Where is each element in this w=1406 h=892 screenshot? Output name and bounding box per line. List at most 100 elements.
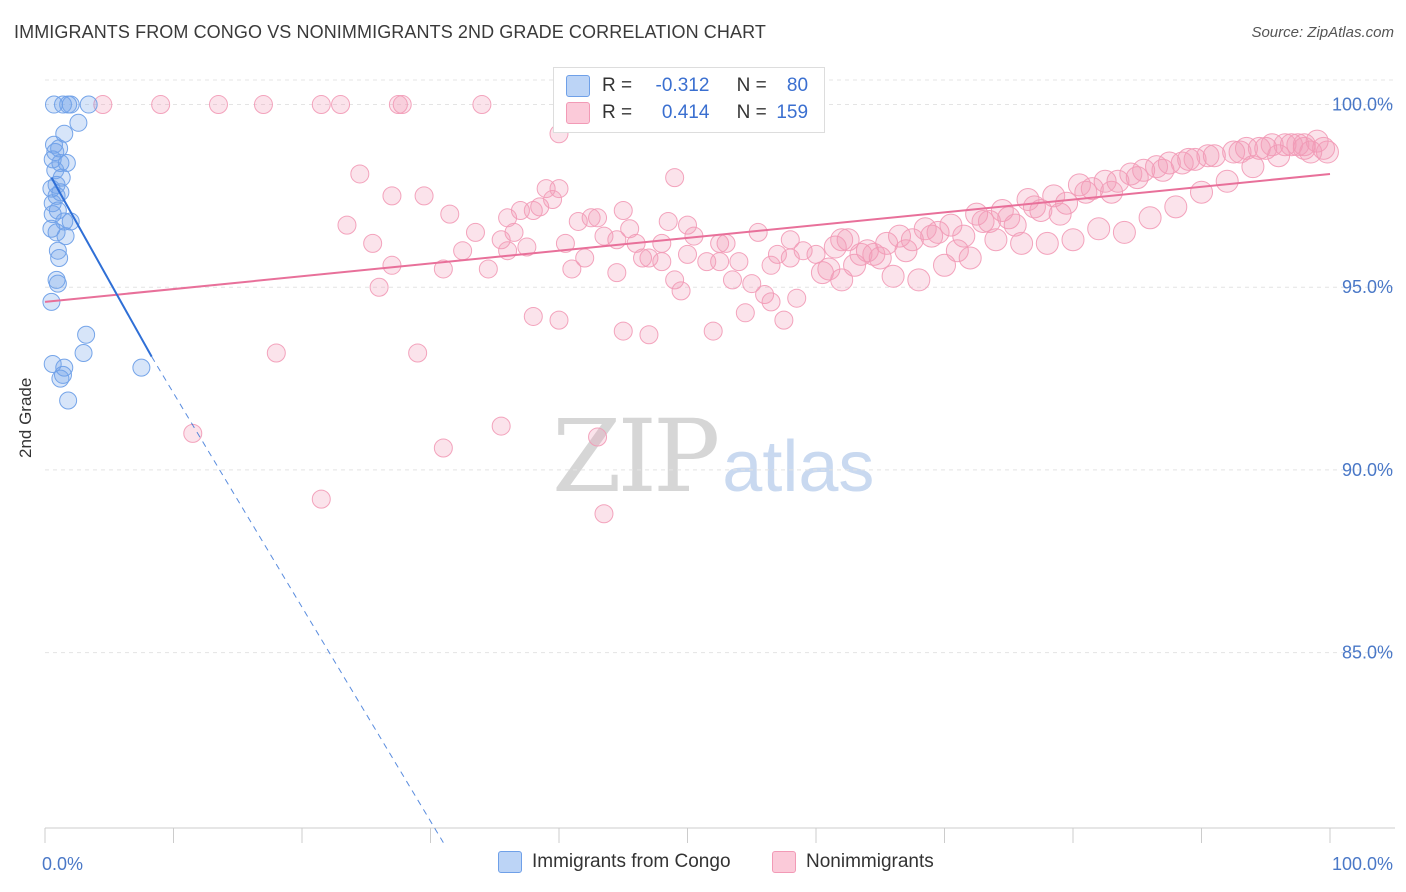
chart-title: IMMIGRANTS FROM CONGO VS NONIMMIGRANTS 2… bbox=[14, 22, 766, 42]
nonimmigrants-point bbox=[1119, 162, 1143, 186]
nonimmigrants-point bbox=[1048, 202, 1072, 226]
congo-point bbox=[50, 249, 69, 267]
nonimmigrants-point bbox=[363, 233, 383, 253]
nonimmigrants-point bbox=[761, 255, 781, 275]
legend-n-label: N = bbox=[736, 75, 767, 96]
nonimmigrants-point bbox=[1132, 158, 1156, 182]
bottom-legend-label-congo: Immigrants from Congo bbox=[532, 851, 731, 872]
bottom-legend-label-nonimmigrants: Nonimmigrants bbox=[806, 851, 934, 872]
congo-point bbox=[55, 358, 74, 377]
nonimmigrants-point bbox=[888, 224, 912, 248]
congo-point bbox=[79, 95, 98, 114]
nonimmigrants-point bbox=[1315, 140, 1339, 164]
nonimmigrants-point bbox=[523, 201, 543, 220]
bottom-legend-swatch-nonimmigrants bbox=[772, 851, 796, 873]
nonimmigrants-point bbox=[894, 239, 918, 263]
nonimmigrants-point bbox=[311, 489, 331, 509]
nonimmigrants-point bbox=[735, 303, 755, 323]
nonimmigrants-point bbox=[710, 233, 730, 253]
nonimmigrants-point bbox=[1164, 195, 1188, 219]
nonimmigrants-point bbox=[742, 274, 762, 294]
congo-point bbox=[59, 391, 78, 410]
nonimmigrants-point bbox=[588, 427, 608, 447]
nonimmigrants-point bbox=[562, 259, 582, 279]
label-layer: 100.0% 95.0% 90.0% 85.0% 0.0% 100.0% bbox=[42, 95, 1393, 874]
nonimmigrants-point bbox=[440, 204, 460, 224]
nonimmigrants-point bbox=[1093, 169, 1117, 193]
nonimmigrants-point bbox=[843, 253, 867, 277]
nonimmigrants-point bbox=[875, 231, 899, 255]
nonimmigrants-point bbox=[331, 95, 351, 115]
nonimmigrants-point bbox=[465, 222, 485, 242]
nonimmigrants-point bbox=[408, 343, 428, 363]
nonimmigrants-point bbox=[594, 504, 614, 524]
axis-layer bbox=[44, 827, 1395, 843]
nonimmigrants-point bbox=[1100, 180, 1124, 204]
legend-r-value-nonimmigrants: 0.414 bbox=[661, 102, 710, 123]
congo-trendline-extension bbox=[151, 356, 444, 843]
nonimmigrants-point bbox=[836, 228, 860, 252]
congo-point bbox=[46, 143, 65, 162]
nonimmigrants-point bbox=[774, 310, 794, 330]
nonimmigrants-point bbox=[780, 230, 800, 250]
nonimmigrants-point bbox=[478, 259, 498, 279]
nonimmigrants-point bbox=[1080, 177, 1104, 201]
congo-point bbox=[43, 205, 62, 224]
congo-trendline bbox=[50, 177, 153, 358]
nonimmigrants-point bbox=[1177, 147, 1201, 171]
congo-point bbox=[48, 201, 67, 220]
nonimmigrants-point bbox=[491, 416, 511, 436]
nonimmigrants-point bbox=[594, 226, 614, 246]
nonimmigrants-point bbox=[1145, 155, 1169, 179]
nonimmigrants-point bbox=[1312, 136, 1336, 160]
nonimmigrants-point bbox=[907, 268, 931, 292]
nonimmigrants-trendline bbox=[44, 172, 1331, 303]
nonimmigrants-point bbox=[1273, 133, 1297, 157]
nonimmigrants-point bbox=[1196, 144, 1220, 168]
nonimmigrants-point bbox=[613, 321, 633, 341]
nonimmigrants-point bbox=[678, 215, 697, 235]
congo-point bbox=[74, 344, 93, 362]
nonimmigrants-point bbox=[504, 222, 524, 242]
nonimmigrants-point bbox=[767, 244, 787, 264]
nonimmigrants-point bbox=[1157, 151, 1181, 175]
nonimmigrants-point bbox=[549, 310, 569, 330]
congo-point bbox=[44, 135, 63, 154]
nonimmigrants-point bbox=[913, 217, 937, 241]
bottom-legend-nonimmigrants: Nonimmigrants bbox=[772, 851, 934, 873]
legend-r-label: R = bbox=[602, 75, 633, 96]
nonimmigrants-point bbox=[588, 208, 608, 228]
nonimmigrants-point bbox=[1292, 136, 1316, 160]
y-tick-label: 95.0% bbox=[1342, 277, 1393, 297]
congo-point bbox=[59, 95, 78, 114]
congo-point bbox=[132, 358, 151, 377]
nonimmigrants-point bbox=[710, 252, 730, 272]
nonimmigrants-point bbox=[933, 253, 956, 277]
watermark: ZIPatlas bbox=[552, 398, 874, 515]
nonimmigrants-point bbox=[830, 228, 854, 252]
nonimmigrants-point bbox=[722, 270, 742, 290]
nonimmigrants-point bbox=[958, 246, 982, 270]
x-tick-label-max: 100.0% bbox=[1332, 854, 1393, 874]
nonimmigrants-point bbox=[926, 220, 950, 244]
legend-r-value-congo: -0.312 bbox=[655, 75, 710, 96]
nonimmigrants-point bbox=[945, 239, 969, 263]
nonimmigrants-point bbox=[581, 208, 601, 228]
congo-point bbox=[53, 95, 72, 114]
nonimmigrants-point bbox=[433, 259, 453, 279]
nonimmigrants-point bbox=[1112, 220, 1136, 244]
nonimmigrants-point bbox=[543, 190, 563, 210]
nonimmigrants-point bbox=[810, 261, 834, 285]
nonimmigrants-point bbox=[350, 164, 370, 184]
nonimmigrants-point bbox=[1241, 155, 1265, 179]
nonimmigrants-point bbox=[997, 206, 1021, 230]
nonimmigrants-point bbox=[575, 248, 595, 268]
nonimmigrants-point bbox=[93, 95, 113, 115]
nonimmigrants-point bbox=[665, 270, 685, 290]
correlation-legend: R = -0.312 N = 80 R = 0.414 N = 159 bbox=[553, 67, 825, 133]
nonimmigrants-point bbox=[337, 215, 357, 235]
legend-swatch-congo bbox=[566, 75, 590, 97]
nonimmigrants-point bbox=[729, 252, 749, 272]
nonimmigrants-point bbox=[1061, 228, 1085, 252]
